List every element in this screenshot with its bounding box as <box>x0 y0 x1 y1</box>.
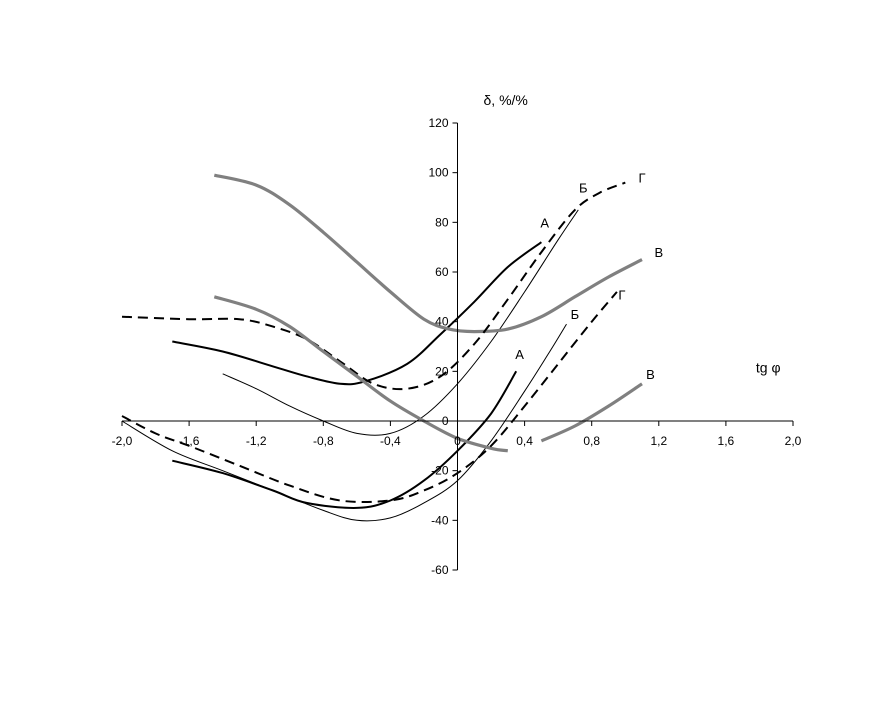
curve-label-1: А <box>540 215 549 230</box>
x-tick-label: 1,6 <box>718 434 735 448</box>
x-axis-title: tg φ <box>756 359 781 375</box>
series-line-5 <box>172 370 518 509</box>
y-tick-label: 100 <box>428 166 448 180</box>
curve-label-6: Б <box>571 307 580 322</box>
series-line-3 <box>213 173 643 334</box>
y-tick-label: -40 <box>431 513 449 527</box>
curve-label-5: Г <box>618 287 625 302</box>
x-tick-label: 0,4 <box>516 434 533 448</box>
x-tick-label: -1,2 <box>246 434 267 448</box>
y-axis-title: δ, %/% <box>484 92 528 108</box>
labels-layer: А Б Г В Г Б А В <box>515 171 663 382</box>
series-line-2 <box>222 209 579 436</box>
series-line-4 <box>121 181 626 391</box>
x-tick-label: -1,6 <box>179 434 200 448</box>
y-tick-label: 120 <box>428 116 448 130</box>
curve-label-4: В <box>654 245 663 260</box>
y-tick-label: 0 <box>442 414 449 428</box>
y-tick-label: 80 <box>435 215 449 229</box>
y-tick-label: 20 <box>435 364 449 378</box>
y-tick-label: -20 <box>431 464 449 478</box>
curve-label-7: А <box>515 347 524 362</box>
series-line-6 <box>121 323 567 522</box>
curve-label-3: Г <box>639 171 646 186</box>
ticks-layer: -2,0 -1,6 -1,2 -0,8 -0,4 0 0,4 0,8 1,2 1,6 2,0 -60 -… <box>112 116 802 577</box>
x-tick-label: -0,4 <box>380 434 401 448</box>
y-tick-label: 40 <box>435 315 449 329</box>
axes-layer <box>122 123 793 570</box>
curve-label-2: Б <box>579 181 588 196</box>
y-tick-label: 60 <box>435 265 449 279</box>
series-line-9 <box>121 291 618 504</box>
x-tick-label: 2,0 <box>785 434 802 448</box>
x-tick-label: -0,8 <box>313 434 334 448</box>
x-tick-label: 1,2 <box>650 434 667 448</box>
y-tick-label: -60 <box>431 563 449 577</box>
series-line-8 <box>540 382 643 443</box>
curve-label-8: В <box>646 367 655 382</box>
x-tick-label: 0,8 <box>583 434 600 448</box>
series-layer <box>121 173 643 522</box>
series-line-7 <box>213 295 509 453</box>
x-tick-label: 0 <box>454 434 461 448</box>
x-tick-label: -2,0 <box>112 434 133 448</box>
